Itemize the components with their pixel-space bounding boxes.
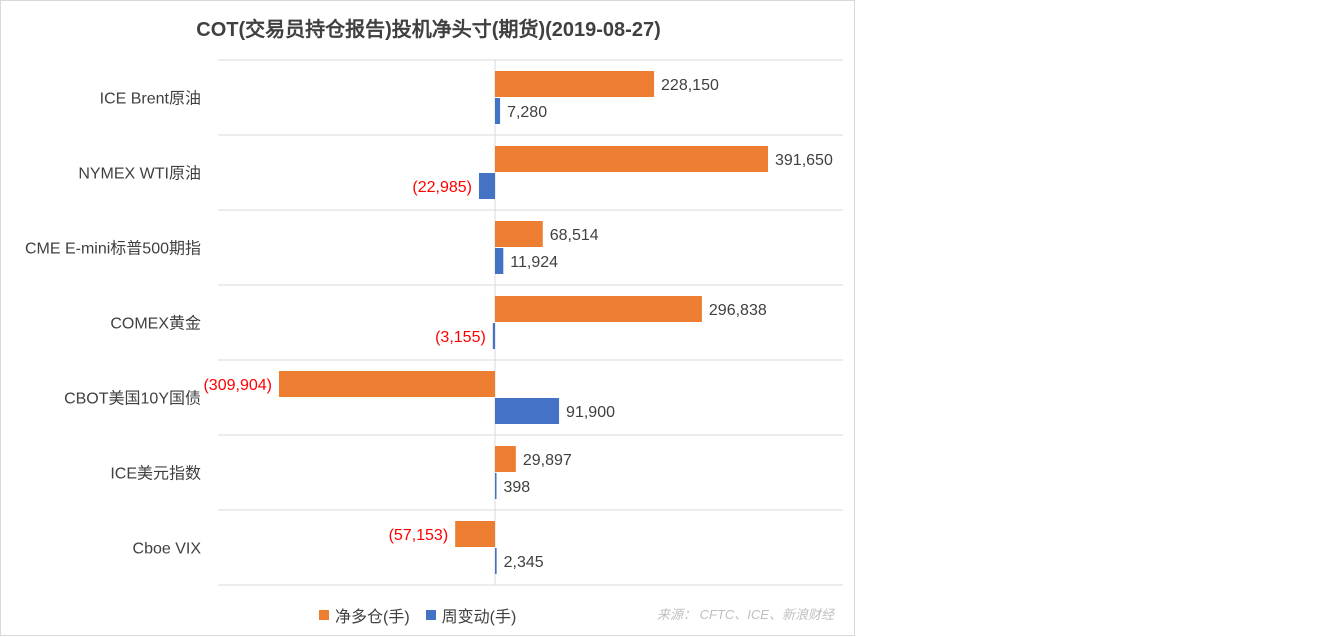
data-label: 228,150 (661, 77, 719, 94)
bar (495, 296, 702, 322)
category-label: CME E-mini标普500期指 (25, 240, 201, 258)
category-label: Cboe VIX (133, 541, 202, 558)
data-label: (57,153) (389, 527, 449, 544)
data-label: 29,897 (523, 452, 572, 469)
legend-item-weekly-change: 周变动(手) (425, 603, 517, 627)
category-label: COMEX黄金 (110, 315, 201, 333)
data-label: 296,838 (709, 302, 767, 319)
bar (495, 398, 560, 424)
legend: 净多仓(手) 周变动(手) (319, 603, 532, 627)
bar (278, 371, 495, 397)
bar (478, 173, 495, 199)
bar (495, 248, 504, 274)
legend-label-weekly-change: 周变动(手) (441, 609, 517, 626)
source-note: 来源： CFTC、ICE、新浪财经 (657, 607, 834, 622)
bar (495, 98, 501, 124)
bar (455, 521, 495, 547)
bar (495, 71, 655, 97)
data-label: (3,155) (435, 329, 486, 346)
category-label: CBOT美国10Y国债 (64, 390, 201, 408)
legend-label-net-long: 净多仓(手) (335, 609, 410, 626)
category-label: ICE美元指数 (110, 465, 201, 483)
data-label: 398 (504, 479, 531, 496)
data-label: 2,345 (504, 554, 544, 571)
legend-swatch-weekly-change (425, 610, 436, 620)
legend-swatch-net-long (319, 610, 329, 620)
data-label: (22,985) (412, 179, 472, 196)
bar (495, 221, 543, 247)
bar (492, 323, 495, 349)
chart-plot: ICE Brent原油 228,150 7,280 NYMEX WTI原油 391,65… (25, 59, 843, 586)
data-label: 11,924 (510, 254, 558, 271)
data-label: 68,514 (550, 227, 599, 244)
data-label: 7,280 (507, 104, 547, 121)
chart-frame: COT(交易员持仓报告)投机净头寸(期货)(2019-08-27) ICE Br… (0, 0, 855, 636)
category-label: ICE Brent原油 (100, 90, 201, 108)
data-label: 91,900 (566, 404, 615, 421)
bar (495, 473, 497, 499)
bar (495, 548, 497, 574)
data-label: (309,904) (203, 377, 272, 394)
bar (495, 146, 768, 172)
bar (495, 446, 516, 472)
data-label: 391,650 (775, 152, 833, 169)
chart-title: COT(交易员持仓报告)投机净头寸(期货)(2019-08-27) (196, 19, 661, 41)
legend-item-net-long: 净多仓(手) (319, 603, 410, 627)
category-label: NYMEX WTI原油 (78, 165, 201, 183)
